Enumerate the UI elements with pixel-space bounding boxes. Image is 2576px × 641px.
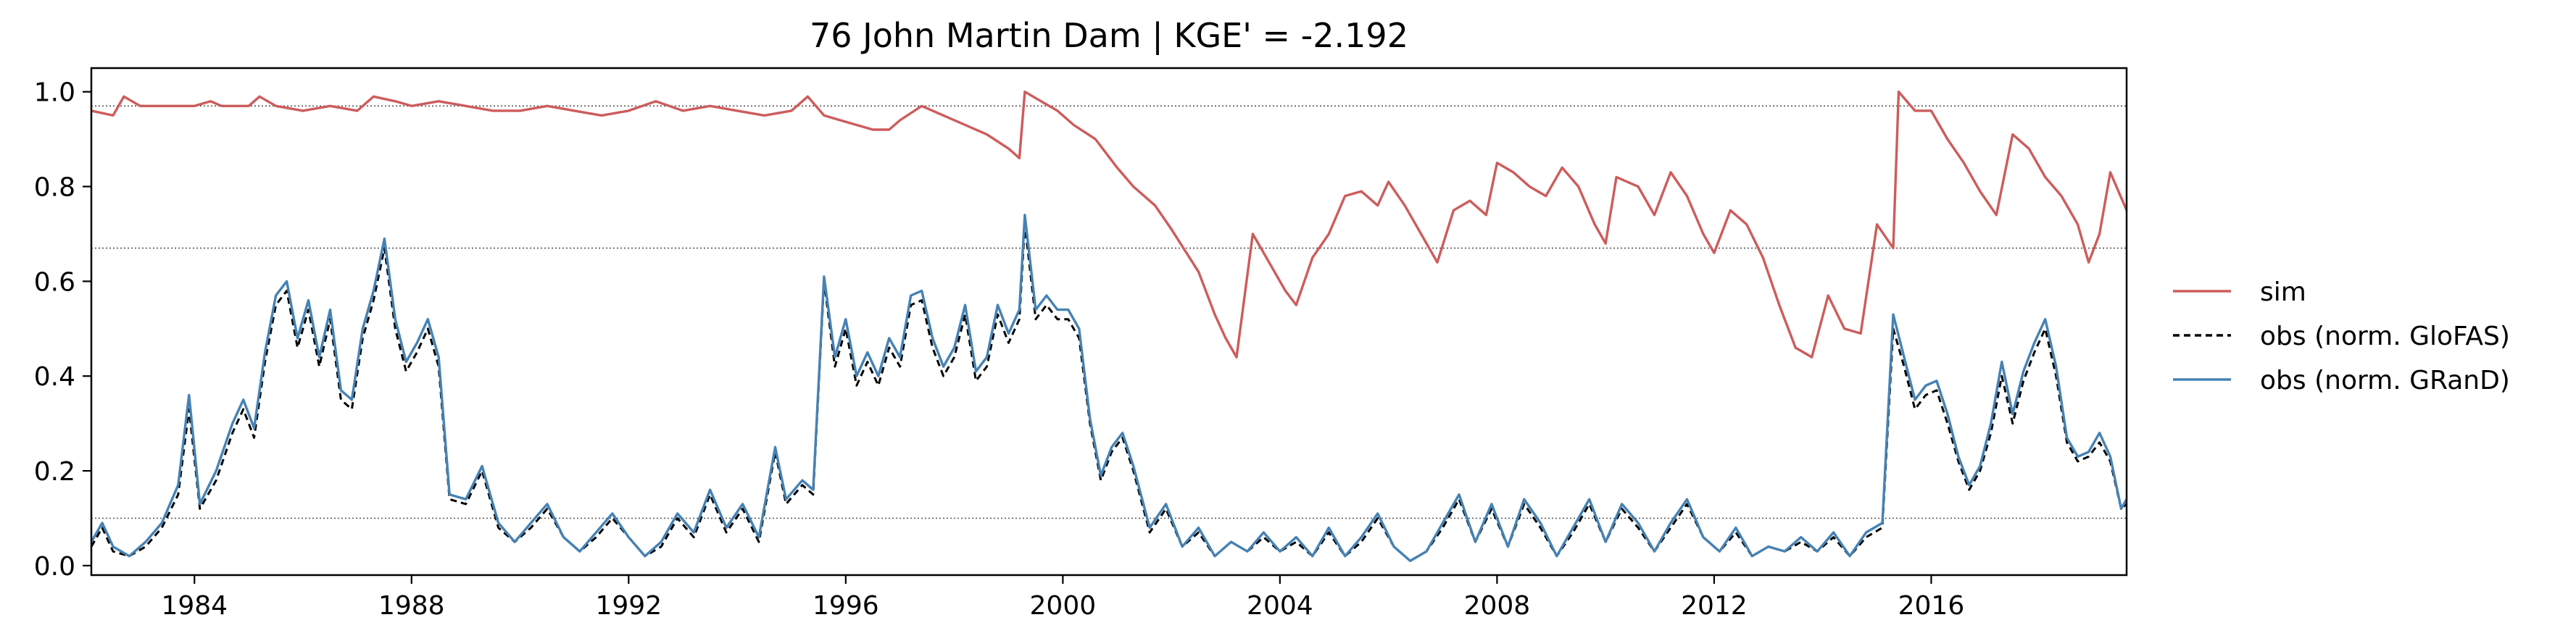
x-tick-label: 1992 [595,591,662,621]
x-tick-label: 1988 [378,591,445,621]
series-line-0 [91,91,2127,359]
chart-title: 76 John Martin Dam | KGE' = -2.192 [810,16,1408,56]
y-tick-label: 0.2 [34,457,75,487]
x-tick-label: 2000 [1030,591,1097,621]
x-tick-label: 2012 [1681,591,1748,621]
legend: sim obs (norm. GloFAS) obs (norm. GRanD) [2173,277,2510,395]
x-tick-label: 1984 [161,591,228,621]
x-tick-label: 2004 [1247,591,1313,621]
series-layer [91,91,2127,563]
legend-label: obs (norm. GRanD) [2260,366,2510,395]
plot-area-frame [90,67,2128,577]
y-tick-label: 0.6 [34,267,75,297]
y-tick-label: 1.0 [34,78,75,108]
y-tick-label: 0.0 [34,552,75,582]
legend-label: obs (norm. GloFAS) [2260,322,2510,351]
reference-lines [91,105,2127,519]
series-line-2 [91,214,2127,563]
x-axis: 1984 1988 1992 1996 2000 2004 2008 2012 2016 [161,575,1964,621]
y-axis: 0.0 0.2 0.4 0.6 0.8 1.0 [34,78,91,582]
x-tick-label: 1996 [813,591,879,621]
legend-label: sim [2260,277,2306,307]
y-tick-label: 0.4 [34,362,75,392]
x-tick-label: 2008 [1464,591,1531,621]
series-line-1 [91,223,2127,562]
y-tick-label: 0.8 [34,173,75,203]
x-tick-label: 2016 [1898,591,1965,621]
